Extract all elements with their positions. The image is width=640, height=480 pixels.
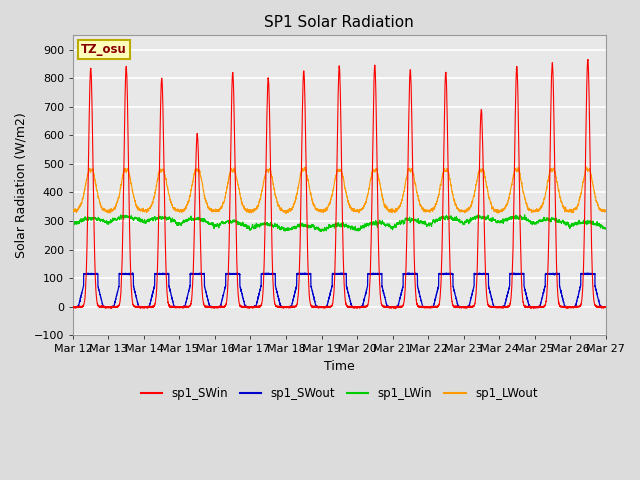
Text: TZ_osu: TZ_osu <box>81 43 127 56</box>
Title: SP1 Solar Radiation: SP1 Solar Radiation <box>264 15 414 30</box>
Legend: sp1_SWin, sp1_SWout, sp1_LWin, sp1_LWout: sp1_SWin, sp1_SWout, sp1_LWin, sp1_LWout <box>136 382 542 404</box>
Y-axis label: Solar Radiation (W/m2): Solar Radiation (W/m2) <box>15 112 28 258</box>
X-axis label: Time: Time <box>324 360 355 373</box>
